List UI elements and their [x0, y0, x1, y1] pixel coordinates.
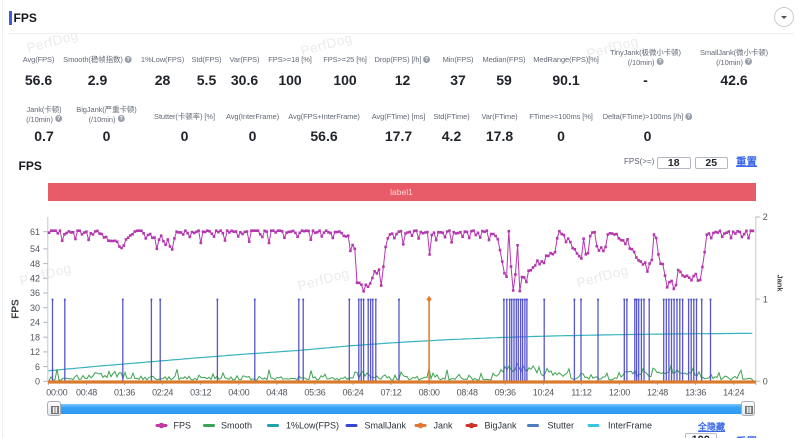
svg-text:SmallJank: SmallJank [365, 421, 407, 431]
svg-text:1%Low(FPS): 1%Low(FPS) [286, 421, 339, 431]
svg-text:?: ? [658, 59, 661, 65]
svg-text:04:00: 04:00 [228, 387, 249, 397]
svg-text:1: 1 [763, 294, 768, 304]
svg-text:08:00: 08:00 [419, 387, 440, 397]
svg-text:36: 36 [30, 288, 40, 298]
svg-text:00:00: 00:00 [46, 387, 67, 397]
svg-text:Jank: Jank [776, 274, 785, 292]
svg-text:Smooth: Smooth [221, 421, 252, 431]
svg-text:05:36: 05:36 [304, 387, 325, 397]
svg-text:Stutter: Stutter [548, 421, 575, 431]
svg-text:13:36: 13:36 [685, 387, 706, 397]
svg-text:?: ? [127, 57, 130, 63]
svg-text:54: 54 [30, 244, 40, 254]
svg-text:42: 42 [30, 274, 40, 284]
svg-text:03:12: 03:12 [190, 387, 211, 397]
svg-text:12:48: 12:48 [647, 387, 668, 397]
svg-text:0: 0 [763, 377, 768, 387]
svg-text:12: 12 [30, 347, 40, 357]
svg-text:08:48: 08:48 [457, 387, 478, 397]
svg-text:Jank: Jank [434, 421, 454, 431]
svg-text:06:24: 06:24 [342, 387, 363, 397]
svg-text:?: ? [425, 57, 428, 63]
svg-text:0: 0 [35, 377, 40, 387]
svg-text:30: 30 [30, 303, 40, 313]
svg-text:?: ? [687, 114, 690, 120]
svg-text:00:48: 00:48 [76, 387, 97, 397]
svg-text:12:00: 12:00 [609, 387, 630, 397]
svg-text:09:36: 09:36 [495, 387, 516, 397]
svg-text:18: 18 [30, 332, 40, 342]
svg-text:61: 61 [30, 227, 40, 237]
svg-text:InterFrame: InterFrame [608, 421, 652, 431]
svg-text:24: 24 [30, 318, 40, 328]
svg-text:10:24: 10:24 [533, 387, 554, 397]
svg-text:?: ? [57, 116, 60, 122]
svg-text:2: 2 [763, 212, 768, 222]
svg-text:48: 48 [30, 259, 40, 269]
svg-text:02:24: 02:24 [152, 387, 173, 397]
svg-text:FPS: FPS [174, 421, 192, 431]
svg-text:14:24: 14:24 [723, 387, 744, 397]
svg-text:6: 6 [35, 362, 40, 372]
svg-text:01:36: 01:36 [114, 387, 135, 397]
svg-text:04:48: 04:48 [266, 387, 287, 397]
svg-text:FPS: FPS [11, 299, 22, 319]
svg-text:?: ? [119, 116, 122, 122]
svg-text:07:12: 07:12 [380, 387, 401, 397]
svg-text:11:12: 11:12 [571, 387, 592, 397]
svg-text:?: ? [747, 59, 750, 65]
svg-text:BigJank: BigJank [485, 421, 518, 431]
